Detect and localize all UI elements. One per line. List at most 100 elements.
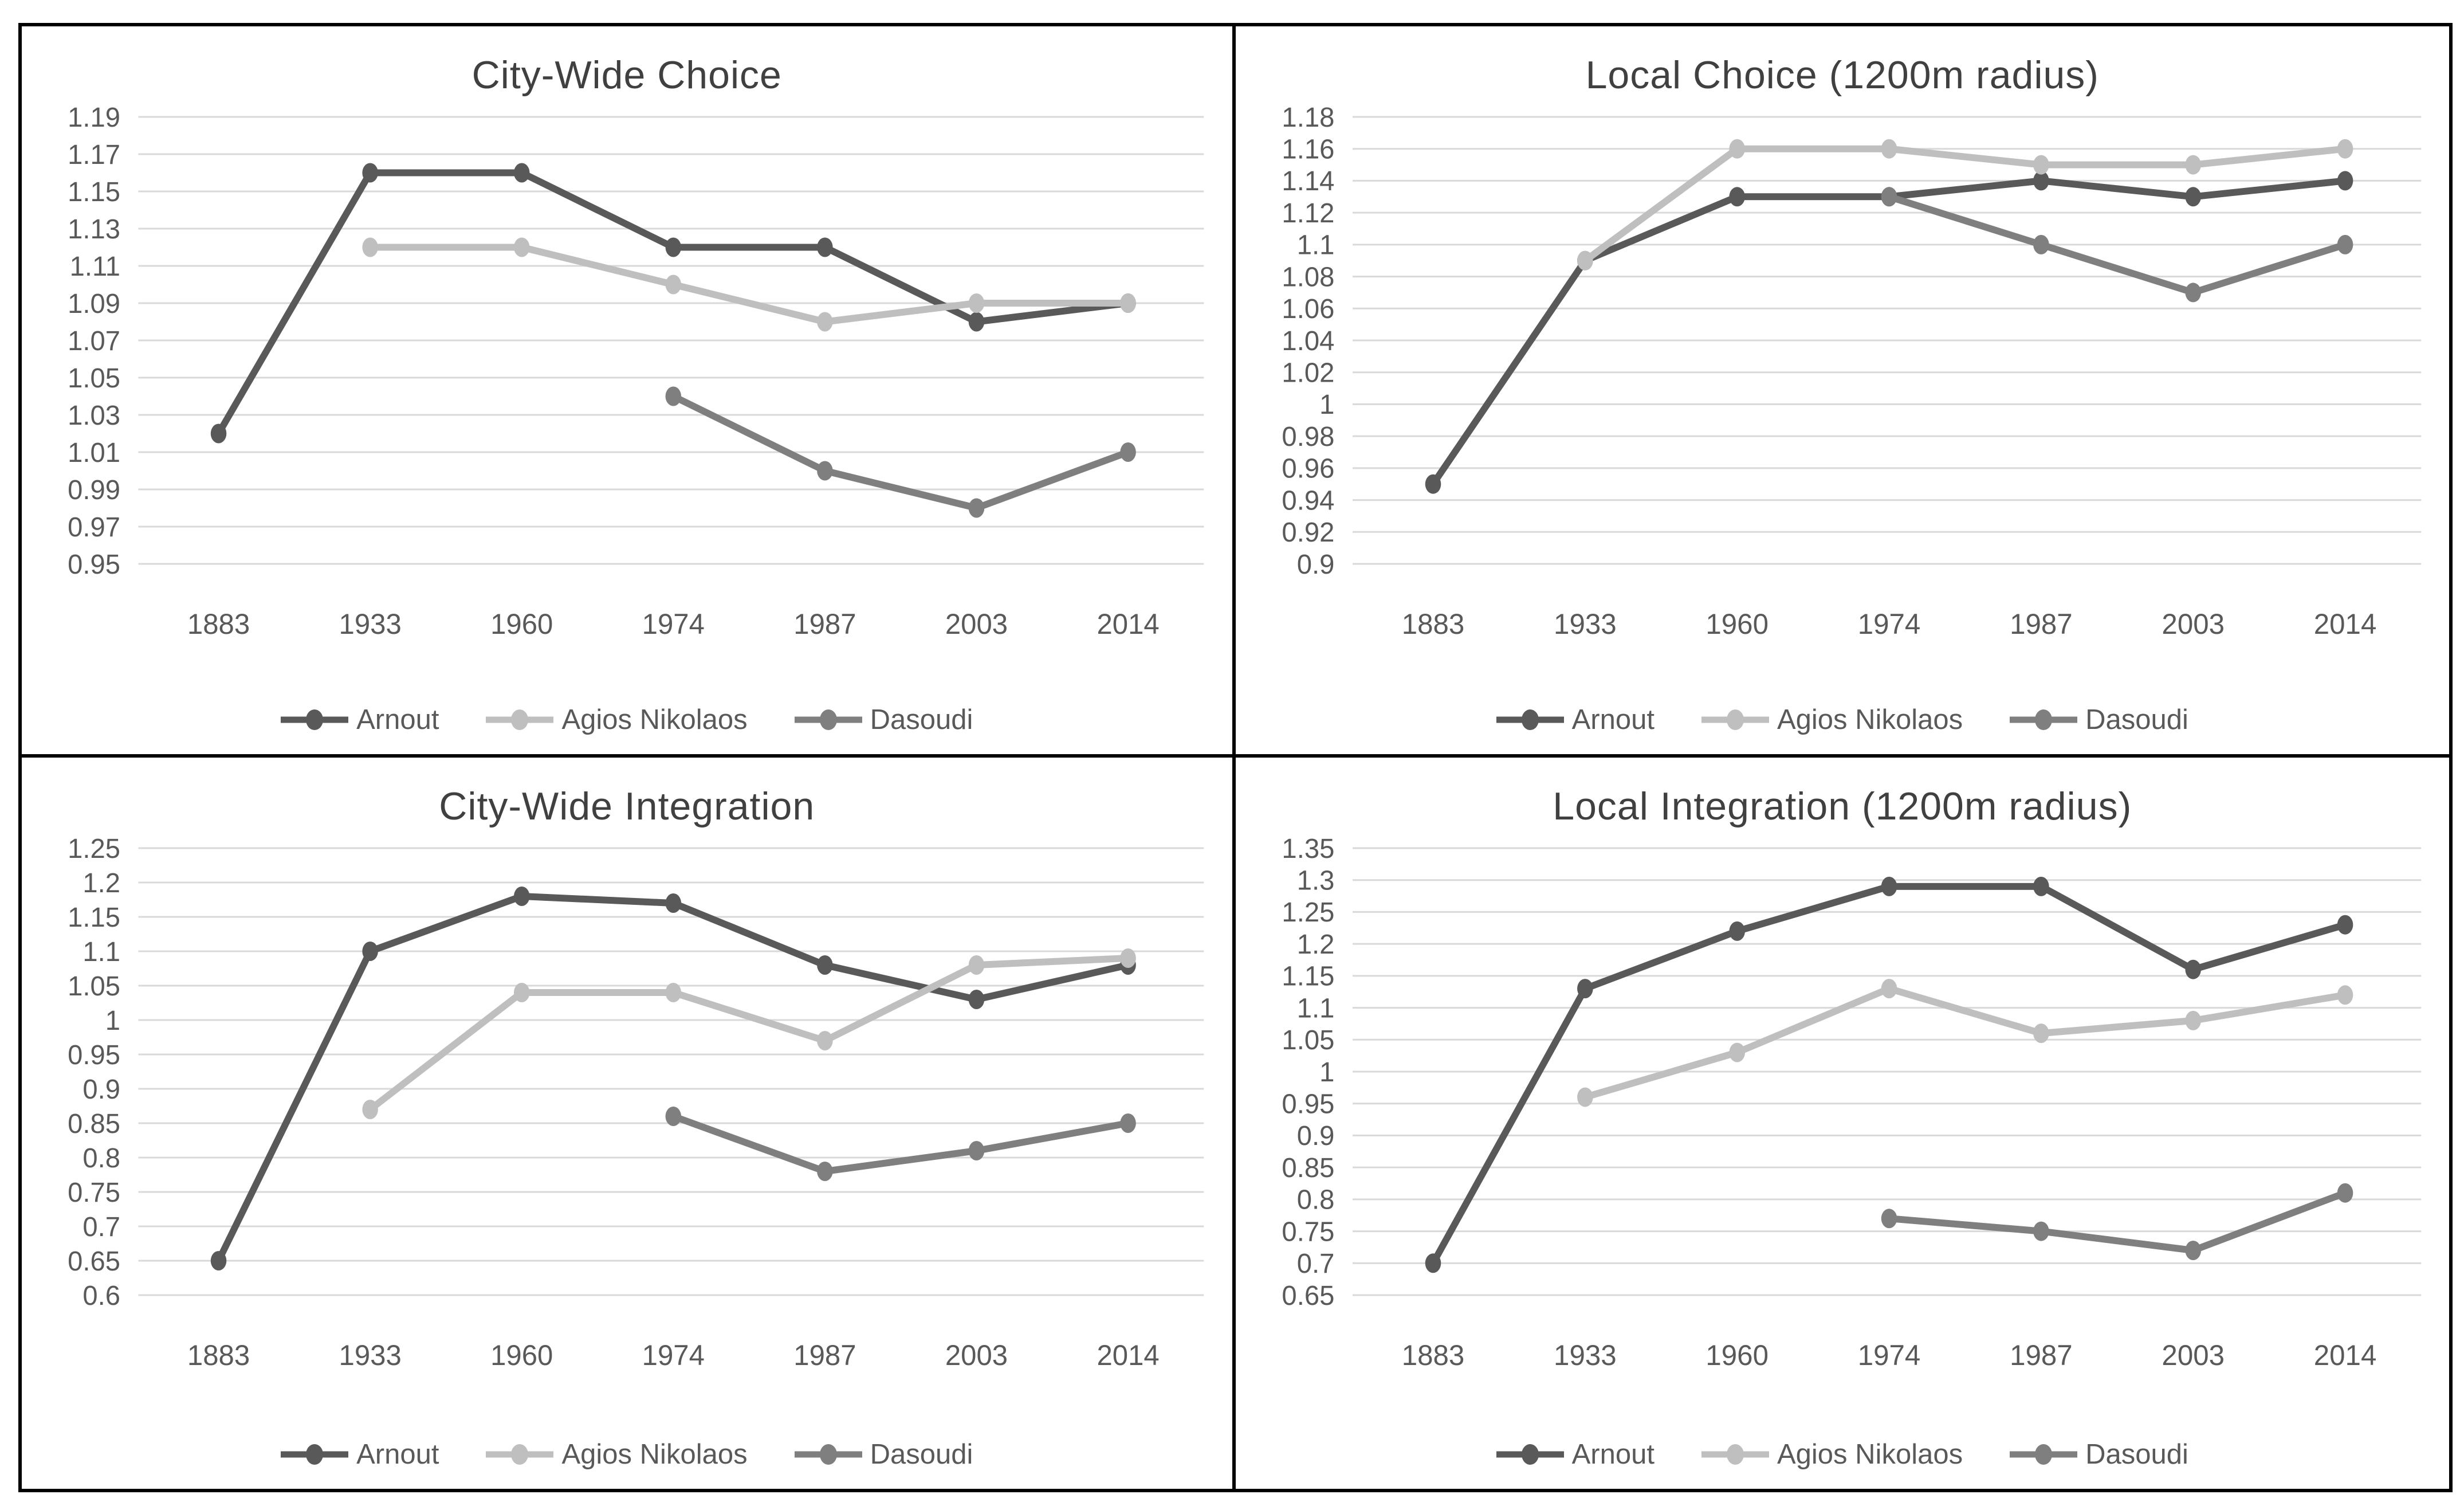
series-line-dasoudi — [670, 1113, 1131, 1175]
data-point-marker-dasoudi — [1120, 442, 1136, 462]
legend-item-dasoudi: Dasoudi — [2010, 1438, 2188, 1470]
data-point-marker-dasoudi — [665, 386, 682, 406]
data-point-marker-agios-nikolaos — [2184, 155, 2201, 175]
data-point-marker-agios-nikolaos — [2337, 985, 2353, 1005]
chart-title: City-Wide Choice — [471, 53, 782, 97]
x-tick-label: 1974 — [642, 1339, 705, 1371]
data-point-marker-agios-nikolaos — [362, 1100, 378, 1119]
y-tick-label: 0.6 — [82, 1280, 120, 1311]
chart-city-wide-integration: City-Wide Integration 1.25 1.2 1.15 1.1 1.05… — [22, 758, 1236, 1489]
data-point-marker-agios-nikolaos — [2033, 1023, 2049, 1044]
x-tick-label: 1933 — [1554, 1339, 1617, 1371]
series-line-dasoudi — [670, 393, 1131, 512]
y-tick-label: 0.92 — [1282, 517, 1334, 548]
data-point-marker-dasoudi — [665, 1107, 682, 1126]
y-tick-label: 0.7 — [82, 1211, 120, 1242]
legend-item-arnout: Arnout — [1496, 1438, 1655, 1470]
y-tick-label: 0.65 — [1282, 1280, 1334, 1311]
data-point-marker-arnout — [817, 237, 833, 257]
y-tick-label: 0.9 — [82, 1074, 120, 1104]
chart-local-integration: Local Integration (1200m radius) 1.35 1.3… — [1235, 758, 2450, 1489]
chart-legend: Arnout Agios Nikolaos Dasoudi — [1236, 1420, 2450, 1489]
legend-label: Agios Nikolaos — [1777, 1439, 1963, 1470]
legend-marker-icon — [794, 709, 862, 730]
chart-title: Local Integration (1200m radius) — [1553, 785, 2132, 828]
chart-plot-area: 1.351.31.251.21.151.11.0510.950.90.850.8… — [1282, 833, 2421, 1371]
data-point-marker-dasoudi — [968, 1141, 985, 1160]
legend-marker-icon — [1496, 709, 1564, 730]
y-tick-label: 1.15 — [68, 177, 120, 207]
legend-marker-icon — [1701, 709, 1769, 730]
data-point-marker-agios-nikolaos — [2033, 155, 2049, 175]
legend-marker-icon — [794, 1444, 862, 1465]
y-tick-label: 1.06 — [1282, 294, 1334, 324]
y-tick-label: 1.25 — [68, 833, 120, 864]
y-tick-label: 1.16 — [1282, 134, 1334, 164]
y-tick-label: 0.95 — [68, 1040, 120, 1070]
y-tick-label: 1.2 — [1296, 930, 1334, 960]
data-point-marker-agios-nikolaos — [513, 983, 530, 1002]
y-tick-label: 1.04 — [1282, 325, 1334, 356]
legend-label: Dasoudi — [870, 1439, 973, 1470]
y-tick-label: 1.1 — [82, 936, 120, 967]
data-point-marker-agios-nikolaos — [968, 955, 985, 975]
data-point-marker-arnout — [2033, 171, 2049, 191]
y-tick-label: 1.15 — [1282, 961, 1334, 991]
y-tick-label: 1.05 — [1282, 1025, 1334, 1056]
y-tick-label: 0.9 — [1296, 549, 1334, 579]
legend-item-arnout: Arnout — [281, 1438, 439, 1470]
legend-label: Dasoudi — [2085, 1439, 2188, 1470]
data-point-marker-arnout — [2184, 187, 2201, 207]
data-point-marker-agios-nikolaos — [1577, 250, 1593, 270]
figure-grid: City-Wide Choice 1.19 1.17 1.15 1.13 1.11 1.0… — [18, 23, 2453, 1492]
x-tick-label: 1883 — [187, 608, 250, 640]
y-tick-label: 1.12 — [1282, 198, 1334, 229]
data-point-marker-agios-nikolaos — [665, 983, 682, 1002]
y-tick-label: 1.13 — [68, 214, 120, 244]
data-point-marker-arnout — [968, 312, 985, 332]
x-tick-label: 1883 — [1401, 1339, 1464, 1371]
data-point-marker-arnout — [1881, 876, 1897, 896]
y-tick-label: 1.14 — [1282, 166, 1334, 197]
series-line-agios-nikolaos — [1581, 145, 2348, 264]
chart-plot-area: 1.181.161.141.121.11.081.061.041.0210.98… — [1282, 102, 2421, 640]
y-tick-label: 0.65 — [68, 1246, 120, 1276]
y-tick-label: 1.1 — [1296, 993, 1334, 1023]
data-point-marker-agios-nikolaos — [968, 293, 985, 313]
chart-local-choice: Local Choice (1200m radius) 1.18 1.16 1.14… — [1235, 26, 2449, 758]
legend-label: Agios Nikolaos — [561, 1439, 748, 1470]
data-point-marker-dasoudi — [817, 461, 833, 481]
y-tick-label: 1 — [1319, 390, 1334, 420]
series-line-agios-nikolaos — [1581, 985, 2348, 1101]
data-point-marker-agios-nikolaos — [2184, 1010, 2201, 1030]
y-tick-label: 0.75 — [1282, 1217, 1334, 1247]
y-tick-label: 1.08 — [1282, 262, 1334, 292]
data-point-marker-agios-nikolaos — [817, 1031, 833, 1050]
chart-city-wide-choice: City-Wide Choice 1.19 1.17 1.15 1.13 1.11 1.0… — [22, 26, 1236, 758]
legend-label: Dasoudi — [2085, 704, 2188, 735]
chart-title: City-Wide Integration — [439, 785, 815, 828]
x-tick-label: 2003 — [945, 1339, 1008, 1371]
y-tick-label: 0.8 — [1296, 1185, 1334, 1215]
data-point-marker-agios-nikolaos — [513, 237, 530, 257]
y-tick-label: 1.25 — [1282, 897, 1334, 928]
legend-marker-icon — [1496, 1444, 1564, 1465]
data-point-marker-arnout — [1728, 921, 1745, 941]
data-point-marker-arnout — [665, 237, 682, 257]
x-tick-label: 1960 — [490, 1339, 553, 1371]
series-line-arnout — [1429, 177, 2348, 488]
data-point-marker-arnout — [210, 423, 227, 444]
y-tick-label: 1.19 — [68, 102, 120, 132]
data-point-marker-arnout — [1425, 1253, 1441, 1273]
y-tick-label: 0.85 — [68, 1108, 120, 1139]
series-line-agios-nikolaos — [367, 244, 1131, 325]
legend-label: Arnout — [356, 1439, 439, 1470]
y-tick-label: 0.7 — [1296, 1249, 1334, 1279]
data-point-marker-agios-nikolaos — [1577, 1087, 1593, 1107]
legend-item-agios-nikolaos: Agios Nikolaos — [1701, 1438, 1963, 1470]
legend-item-dasoudi: Dasoudi — [2010, 704, 2188, 736]
data-point-marker-dasoudi — [2033, 1221, 2049, 1241]
y-tick-label: 1.11 — [70, 251, 120, 281]
x-tick-label: 1960 — [490, 608, 553, 640]
y-tick-label: 1.05 — [68, 971, 120, 1001]
